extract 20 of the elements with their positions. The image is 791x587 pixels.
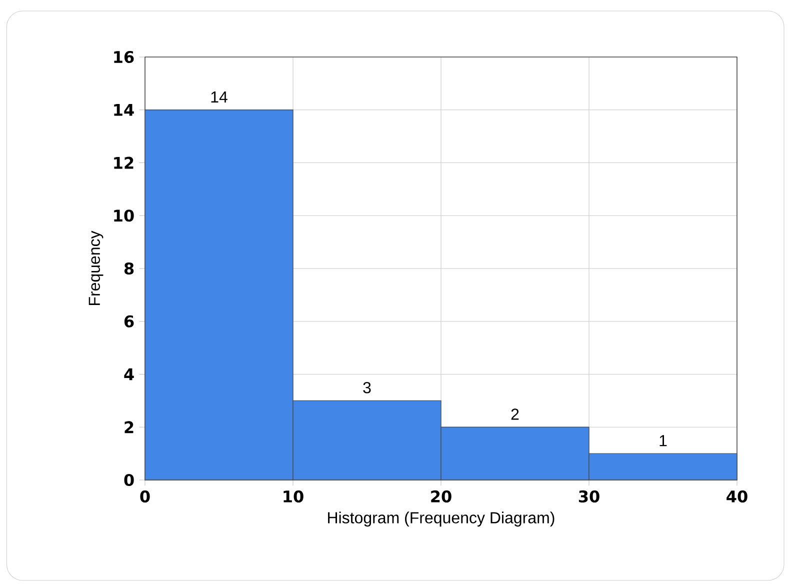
y-tick-label: 2 xyxy=(124,421,134,434)
y-tick-label: 10 xyxy=(114,210,134,222)
y-tick-label: 0 xyxy=(124,474,134,486)
y-tick-label: 14 xyxy=(114,104,134,116)
data-label: 2 xyxy=(511,408,519,420)
data-label: 1 xyxy=(660,435,667,446)
x-tick-label: 40 xyxy=(726,490,748,503)
x-tick-label: 20 xyxy=(431,490,452,503)
x-tick-label: 0 xyxy=(140,490,150,503)
y-tick-label: 8 xyxy=(124,262,134,275)
data-label: 3 xyxy=(363,382,371,394)
y-tick-label: 6 xyxy=(124,315,134,328)
data-label: 14 xyxy=(211,92,228,102)
x-tick-label: 30 xyxy=(578,490,600,503)
y-tick-label: 16 xyxy=(114,50,134,64)
x-tick-label: 10 xyxy=(284,490,304,503)
y-axis-title: Frequency xyxy=(88,230,104,305)
y-tick-label: 4 xyxy=(124,368,134,380)
y-tick-label: 12 xyxy=(114,156,134,169)
x-axis-title: Histogram (Frequency Diagram) xyxy=(328,512,554,527)
